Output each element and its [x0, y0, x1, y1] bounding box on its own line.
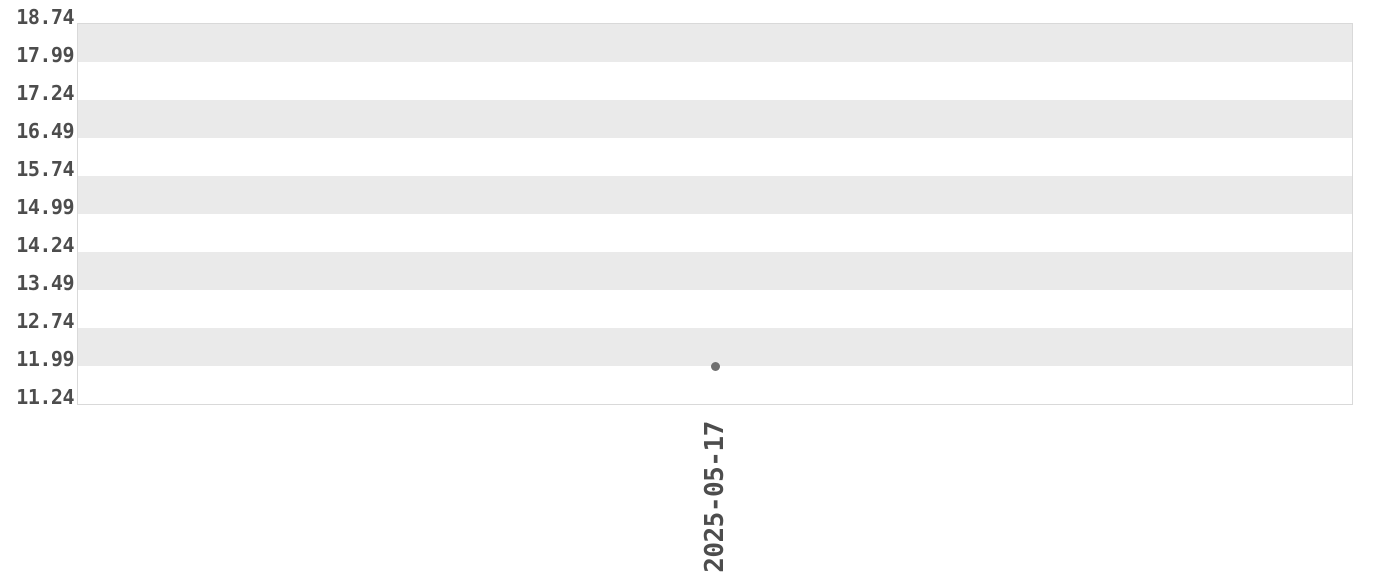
grid-band — [78, 328, 1352, 366]
grid-band — [78, 24, 1352, 62]
y-tick-label: 14.24 — [16, 233, 74, 257]
y-tick-label: 11.99 — [16, 347, 74, 371]
plot-area — [77, 23, 1353, 405]
y-tick-label: 17.99 — [16, 43, 74, 67]
grid-band — [78, 366, 1352, 404]
y-tick-label: 15.74 — [16, 157, 74, 181]
data-point-marker[interactable] — [710, 361, 720, 371]
grid-band — [78, 62, 1352, 100]
x-tick-label: 2025-05-17 — [700, 421, 730, 573]
y-tick-label: 12.74 — [16, 309, 74, 333]
grid-band — [78, 214, 1352, 252]
y-tick-label: 13.49 — [16, 271, 74, 295]
grid-band — [78, 100, 1352, 138]
y-tick-label: 16.49 — [16, 119, 74, 143]
y-tick-label: 11.24 — [16, 385, 74, 409]
grid-band — [78, 176, 1352, 214]
y-tick-label: 17.24 — [16, 81, 74, 105]
y-tick-label: 18.74 — [16, 5, 74, 29]
grid-band — [78, 138, 1352, 176]
y-axis: 18.74 17.99 17.24 16.49 15.74 14.99 14.24 13.49… — [0, 0, 74, 420]
grid-band — [78, 252, 1352, 290]
grid-band — [78, 290, 1352, 328]
y-tick-label: 14.99 — [16, 195, 74, 219]
